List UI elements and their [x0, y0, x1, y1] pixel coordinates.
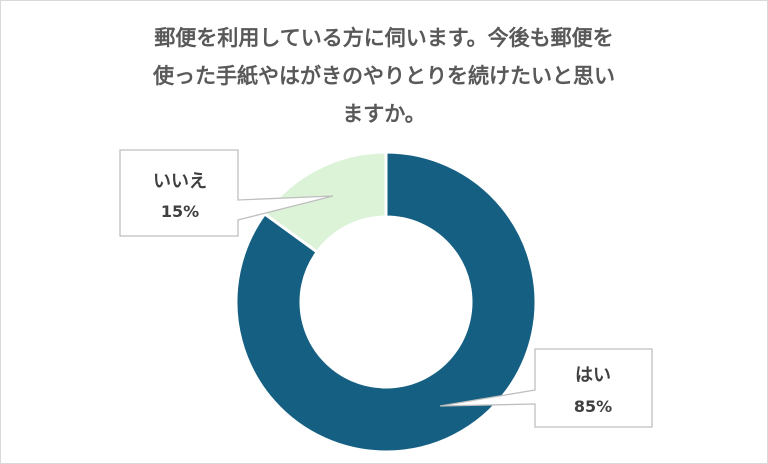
- chart-title: 郵便を利用している方に伺います。今後も郵便を 使った手紙やはがきのやりとりを続け…: [153, 26, 615, 126]
- callout-yes-box: [439, 348, 653, 428]
- callout-yes-value: 85%: [574, 397, 612, 416]
- callout-no-value: 15%: [161, 202, 199, 221]
- donut-slice-yes: [234, 150, 538, 454]
- callout-no-box: [119, 149, 334, 237]
- callout-no-label: いいえ: [153, 171, 207, 192]
- callout-no: いいえ 15%: [119, 149, 334, 237]
- callout-yes: はい 85%: [439, 348, 653, 428]
- donut-slice-no: [262, 150, 388, 255]
- callout-yes-label: はい: [575, 365, 611, 386]
